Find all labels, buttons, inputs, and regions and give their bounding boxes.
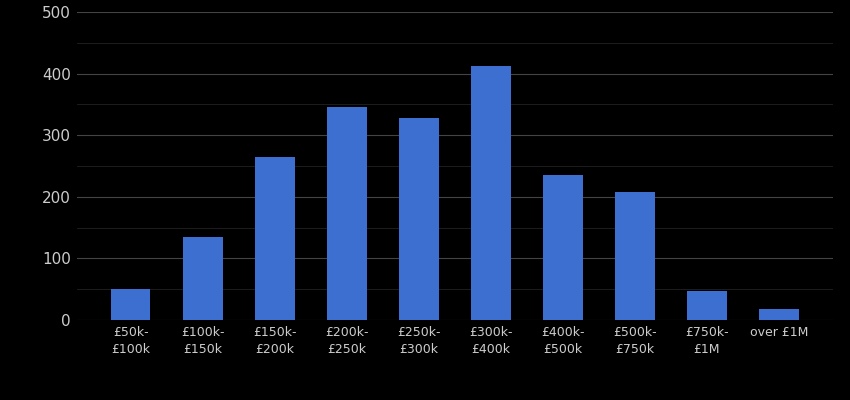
Bar — [471, 66, 511, 320]
Bar — [759, 309, 799, 320]
Bar — [255, 157, 294, 320]
Bar — [615, 192, 654, 320]
Bar — [110, 289, 150, 320]
Bar — [543, 175, 582, 320]
Bar — [183, 237, 223, 320]
Bar — [687, 291, 727, 320]
Bar — [327, 108, 366, 320]
Bar — [399, 118, 439, 320]
